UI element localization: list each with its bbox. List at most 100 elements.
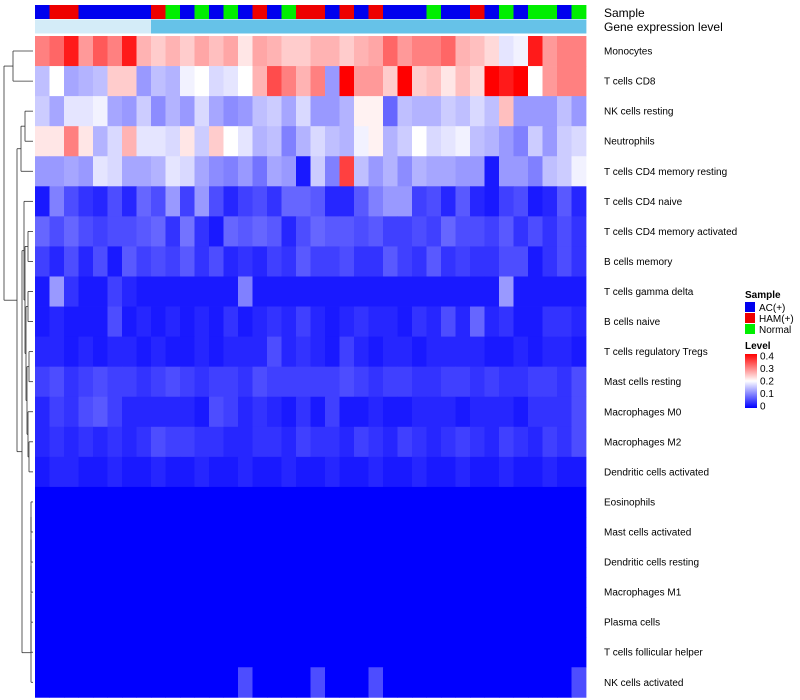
- heatmap-cell: [528, 276, 543, 307]
- heatmap-cell: [455, 577, 471, 608]
- heatmap-cell: [354, 216, 369, 247]
- heatmap-cell: [528, 516, 543, 548]
- row-label: T cells follicular helper: [604, 648, 703, 659]
- heatmap-cell: [64, 156, 79, 187]
- heatmap-cell: [107, 667, 123, 698]
- heatmap-cell: [35, 126, 50, 157]
- heatmap-cell: [252, 246, 268, 277]
- heatmap-cell: [412, 156, 427, 187]
- heatmap-cell: [557, 66, 572, 97]
- expression-annotation-cell: [441, 19, 456, 34]
- heatmap-cell: [296, 577, 311, 608]
- heatmap-cell: [93, 306, 108, 337]
- heatmap-cell: [455, 156, 471, 187]
- sample-annotation-label: Sample: [604, 6, 645, 20]
- heatmap-cell: [107, 306, 123, 337]
- heatmap-cell: [528, 36, 543, 67]
- heatmap-cell: [542, 607, 558, 638]
- heatmap-cell: [78, 246, 94, 277]
- heatmap-cell: [64, 66, 79, 97]
- heatmap-cell: [426, 516, 442, 548]
- sample-annotation-cell: [209, 5, 224, 19]
- heatmap-cell: [136, 66, 152, 97]
- heatmap-cell: [93, 486, 108, 518]
- heatmap-cell: [339, 336, 355, 368]
- heatmap-cell: [180, 366, 195, 398]
- heatmap-cell: [35, 156, 50, 187]
- heatmap-cell: [238, 456, 253, 488]
- heatmap-cell: [49, 577, 65, 608]
- heatmap-cell: [194, 516, 210, 548]
- heatmap-cell: [499, 156, 514, 187]
- heatmap-cell: [412, 216, 427, 247]
- expression-annotation-cell: [194, 19, 210, 34]
- heatmap-cell: [470, 577, 485, 608]
- heatmap-cell: [542, 246, 558, 277]
- heatmap-cell: [35, 667, 50, 698]
- heatmap-cell: [180, 577, 195, 608]
- heatmap-cell: [499, 246, 514, 277]
- heatmap-cell: [325, 547, 340, 578]
- heatmap-cell: [122, 126, 137, 157]
- legend-tick-label: 0.1: [760, 389, 774, 400]
- heatmap-cell: [484, 516, 500, 548]
- heatmap-cell: [296, 156, 311, 187]
- heatmap-cell: [542, 366, 558, 398]
- heatmap-cell: [180, 96, 195, 127]
- heatmap-cell: [35, 246, 50, 277]
- heatmap-cell: [252, 486, 268, 518]
- heatmap-cell: [542, 126, 558, 157]
- heatmap-cell: [412, 637, 427, 668]
- sample-annotation-cell: [281, 5, 297, 19]
- heatmap-cell: [78, 66, 94, 97]
- heatmap-cell: [35, 456, 50, 488]
- heatmap-cell: [571, 486, 587, 518]
- heatmap-cell: [78, 577, 94, 608]
- heatmap-cell: [238, 96, 253, 127]
- sample-annotation-cell: [354, 5, 369, 19]
- sample-annotation-cell: [557, 5, 572, 19]
- heatmap-cell: [136, 396, 152, 428]
- heatmap-cell: [35, 66, 50, 97]
- legend-entry-label: AC(+): [759, 303, 785, 314]
- heatmap-cell: [499, 607, 514, 638]
- legend-swatch: [745, 324, 755, 334]
- heatmap-cell: [252, 36, 268, 67]
- heatmap-cell: [93, 216, 108, 247]
- heatmap-cell: [49, 126, 65, 157]
- heatmap-cell: [354, 426, 369, 458]
- heatmap-cell: [281, 186, 297, 217]
- heatmap-cell: [194, 366, 210, 398]
- heatmap-cell: [35, 547, 50, 578]
- heatmap-cell: [499, 66, 514, 97]
- expression-annotation-cell: [238, 19, 253, 34]
- heatmap-cell: [426, 186, 442, 217]
- legend-swatch: [745, 313, 755, 323]
- heatmap-cell: [64, 276, 79, 307]
- heatmap-cell: [165, 456, 181, 488]
- heatmap-cell: [499, 336, 514, 368]
- heatmap-cell: [281, 366, 297, 398]
- heatmap-cell: [122, 396, 137, 428]
- heatmap-cell: [528, 126, 543, 157]
- heatmap-cell: [571, 426, 587, 458]
- expression-annotation-cell: [339, 19, 355, 34]
- heatmap-cell: [194, 126, 210, 157]
- heatmap-cell: [528, 456, 543, 488]
- heatmap-cell: [397, 276, 413, 307]
- sample-annotation-cell: [426, 5, 442, 19]
- heatmap-cell: [325, 36, 340, 67]
- heatmap-cell: [455, 396, 471, 428]
- heatmap-cell: [281, 216, 297, 247]
- heatmap-cell: [35, 486, 50, 518]
- heatmap-cell: [35, 216, 50, 247]
- heatmap-cell: [325, 607, 340, 638]
- heatmap-cell: [93, 126, 108, 157]
- heatmap-cell: [528, 336, 543, 368]
- heatmap-cell: [339, 126, 355, 157]
- heatmap-cell: [499, 637, 514, 668]
- heatmap-cell: [238, 667, 253, 698]
- heatmap-cell: [78, 36, 94, 67]
- heatmap-cell: [412, 547, 427, 578]
- expression-annotation-cell: [296, 19, 311, 34]
